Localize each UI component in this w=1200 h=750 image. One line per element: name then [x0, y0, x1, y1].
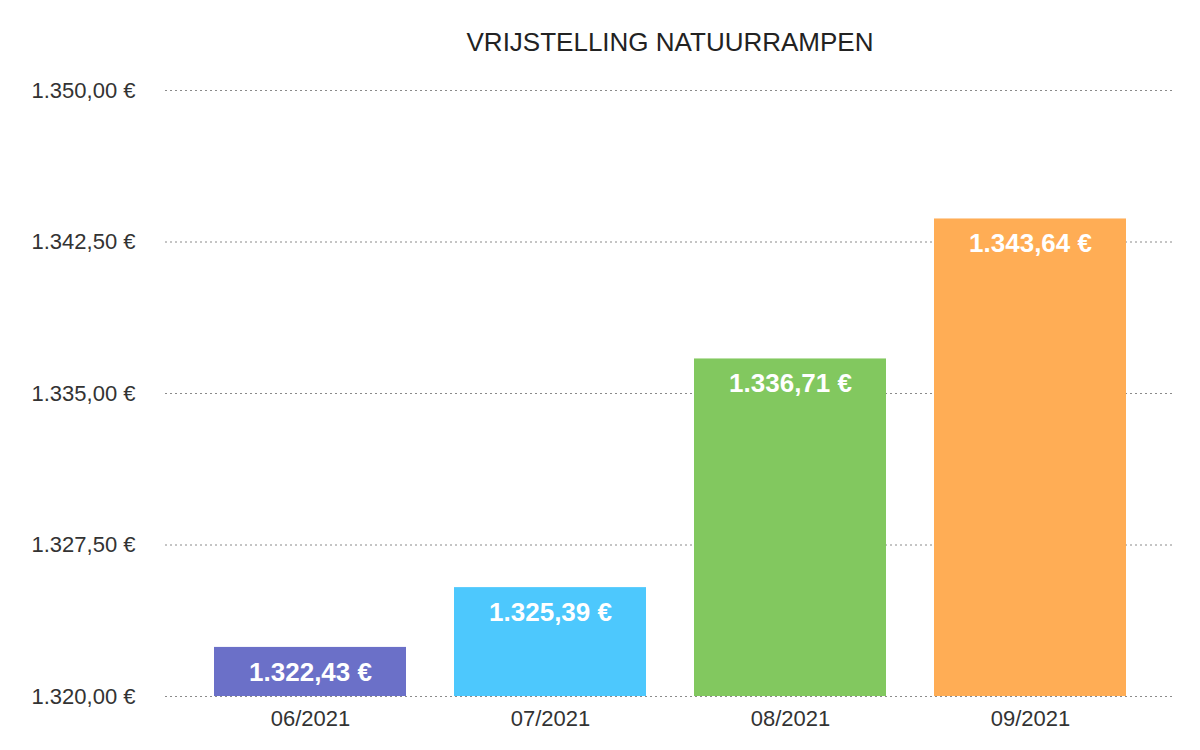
svg-text:1.327,50 €: 1.327,50 €: [32, 532, 136, 557]
html-text:VRIJSTELLING NATUURRAMPEN: VRIJSTELLING NATUURRAMPEN: [466, 27, 874, 57]
svg-text:1.322,43 €: 1.322,43 €: [249, 657, 372, 687]
svg-text:06/2021: 06/2021: [271, 706, 351, 731]
svg-text:07/2021: 07/2021: [511, 706, 591, 731]
svg-text:1.342,50 €: 1.342,50 €: [32, 229, 136, 254]
svg-text:1.320,00 €: 1.320,00 €: [32, 684, 136, 709]
svg-text:1.325,39 €: 1.325,39 €: [489, 597, 612, 627]
svg-text:1.343,64 €: 1.343,64 €: [969, 228, 1092, 258]
svg-text:1.350,00 €: 1.350,00 €: [32, 78, 136, 103]
svg-text:1.335,00 €: 1.335,00 €: [32, 381, 136, 406]
svg-text:09/2021: 09/2021: [991, 706, 1071, 731]
svg-text:1.336,71 €: 1.336,71 €: [729, 368, 852, 398]
svg-text:08/2021: 08/2021: [751, 706, 831, 731]
